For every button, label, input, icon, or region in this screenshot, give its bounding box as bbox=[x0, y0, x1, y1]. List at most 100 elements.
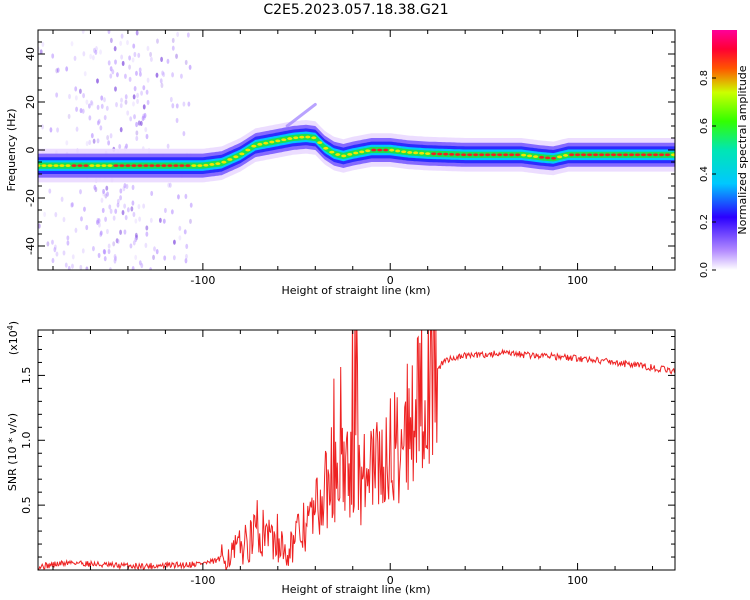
spectrogram-ridge-core bbox=[562, 154, 569, 157]
spectrogram-ridge-core bbox=[335, 153, 341, 156]
spectrogram-ridge-core bbox=[533, 155, 539, 159]
spectrogram-ridge-core bbox=[137, 164, 143, 168]
spectrogram-noise-blob bbox=[187, 101, 191, 107]
spectrogram-noise-blob bbox=[87, 103, 91, 109]
spectrogram-noise-blob bbox=[104, 216, 107, 222]
spectrogram-noise-blob bbox=[180, 73, 183, 79]
spectrogram-noise-blob bbox=[100, 95, 104, 101]
spectrogram-noise-blob bbox=[138, 216, 142, 222]
spectrogram-ridge-core bbox=[485, 153, 491, 157]
spectrogram-noise-blob bbox=[92, 138, 96, 144]
spectrogram-ridge-core bbox=[413, 151, 419, 155]
snr-y-tick-label: 1.0 bbox=[20, 432, 33, 450]
spectrogram-noise-blob bbox=[123, 183, 127, 189]
spectrogram-noise-blob bbox=[103, 256, 107, 262]
colorbar-tick-label: 0.8 bbox=[699, 70, 710, 86]
spectrogram-noise-blob bbox=[137, 204, 141, 210]
spectrogram-noise-blob bbox=[172, 255, 176, 261]
spectrogram-ridge-core bbox=[377, 148, 383, 152]
spectrogram-noise-blob bbox=[132, 94, 136, 100]
spectrogram-ridge-core bbox=[89, 164, 95, 168]
spectrogram-noise-blob bbox=[185, 243, 189, 249]
spectrogram-noise-blob bbox=[155, 72, 159, 78]
figure-title: C2E5.2023.057.18.38.G21 bbox=[263, 2, 448, 18]
spectrogram-ridge-core bbox=[359, 150, 365, 154]
spectrogram-noise-blob bbox=[82, 51, 86, 57]
spectrogram-noise-blob bbox=[119, 102, 123, 109]
spectrogram-noise-blob bbox=[105, 185, 109, 191]
spectrogram-noise-blob bbox=[153, 246, 156, 252]
spectrogram-ridge-core bbox=[95, 164, 101, 168]
spectrogram-noise-blob bbox=[94, 49, 98, 55]
spectrogram-noise-blob bbox=[178, 235, 182, 241]
spectrogram-noise-blob bbox=[135, 130, 139, 136]
snr-ticks: -100 0 100 0.5 1.0 1.5 bbox=[20, 330, 675, 587]
spectrogram-noise-blob bbox=[48, 188, 52, 194]
spectrogram-noise-blob bbox=[189, 202, 193, 208]
spectrogram-noise-blob bbox=[106, 191, 109, 197]
spectrogram-noise-blob bbox=[132, 240, 136, 246]
spectrogram-noise-blob bbox=[109, 66, 113, 72]
spectrogram-noise-blob bbox=[135, 135, 139, 141]
spectrogram-noise-blob bbox=[119, 229, 122, 235]
spectrogram-ridge-core bbox=[419, 151, 425, 155]
spectrogram-noise-blob bbox=[56, 67, 60, 73]
spectrogram-noise-blob bbox=[109, 133, 113, 139]
spectrogram-noise-blob bbox=[79, 88, 82, 94]
spectrogram-ridge-core bbox=[550, 156, 557, 160]
spectrogram-ridge-core bbox=[209, 163, 215, 166]
snr-x-tick-label: 100 bbox=[567, 574, 588, 587]
spectrogram-noise-blob bbox=[131, 184, 135, 190]
spectrogram-ridge-core bbox=[113, 164, 119, 168]
spectrogram-noise-blob bbox=[96, 219, 99, 225]
spectrogram-noise-blob bbox=[132, 211, 136, 218]
spectrogram-y-tick-label: -40 bbox=[24, 237, 37, 255]
spectrogram-noise-blob bbox=[131, 200, 135, 206]
spectrogram-noise-blob bbox=[113, 253, 117, 260]
spectrogram-noise-blob bbox=[149, 217, 153, 223]
spectrogram-ridge-core bbox=[616, 153, 623, 157]
spectrogram-ridge-core bbox=[287, 137, 293, 140]
spectrogram-noise-blob bbox=[133, 114, 136, 120]
spectrogram-noise-blob bbox=[51, 53, 55, 59]
spectrogram-x-tick-label: 100 bbox=[567, 274, 588, 287]
spectrogram-noise-blob bbox=[160, 56, 163, 62]
spectrogram-noise-blob bbox=[173, 239, 176, 245]
spectrogram-noise-blob bbox=[88, 139, 92, 146]
spectrogram-ridge-core bbox=[604, 153, 611, 157]
spectrogram-noise-blob bbox=[79, 264, 83, 270]
spectrogram-ridge-core bbox=[658, 153, 665, 157]
spectrogram-noise-blob bbox=[114, 208, 118, 214]
spectrogram-ridge-core bbox=[640, 153, 647, 157]
spectrogram-noise-blob bbox=[184, 193, 188, 200]
snr-panel: -100 0 100 0.5 1.0 1.5 Height of straight lin… bbox=[6, 321, 676, 596]
spectrogram-ridge-core bbox=[269, 140, 275, 144]
spectrogram-noise-blob bbox=[175, 103, 179, 109]
spectrogram-noise-blob bbox=[134, 254, 138, 260]
spectrogram-ridge-core bbox=[101, 164, 107, 168]
spectrogram-noise-blob bbox=[185, 253, 188, 260]
spectrogram-noise-blob bbox=[145, 231, 149, 237]
spectrogram-noise-blob bbox=[54, 212, 58, 218]
spectrogram-ridge-core bbox=[556, 155, 563, 159]
spectrogram-ridge-core bbox=[227, 158, 233, 161]
spectrogram-noise-blob bbox=[107, 243, 111, 249]
spectrogram-noise-blob bbox=[49, 127, 53, 133]
spectrogram-noise-blob bbox=[85, 224, 89, 231]
spectrogram-noise-blob bbox=[96, 78, 99, 84]
spectrogram-ridge-core bbox=[107, 164, 113, 168]
spectrogram-noise-blob bbox=[65, 66, 69, 72]
spectrogram-y-axis-label: Frequency (Hz) bbox=[5, 109, 18, 192]
spectrogram-ridge-core bbox=[527, 154, 533, 158]
spectrogram-noise-blob bbox=[38, 223, 41, 229]
spectrogram-ridge-core bbox=[53, 164, 59, 168]
spectrogram-rising-streak bbox=[285, 102, 317, 128]
spectrogram-noise-blob bbox=[90, 101, 94, 107]
spectrogram-noise-blob bbox=[82, 92, 85, 99]
spectrogram-noise-blob bbox=[93, 184, 97, 191]
spectrogram-noise-blob bbox=[120, 97, 123, 103]
spectrogram-noise-blob bbox=[128, 64, 131, 70]
spectrogram-noise-blob bbox=[107, 60, 111, 66]
spectrogram-noise-blob bbox=[39, 49, 43, 55]
spectrogram-ridge-core bbox=[425, 152, 431, 156]
